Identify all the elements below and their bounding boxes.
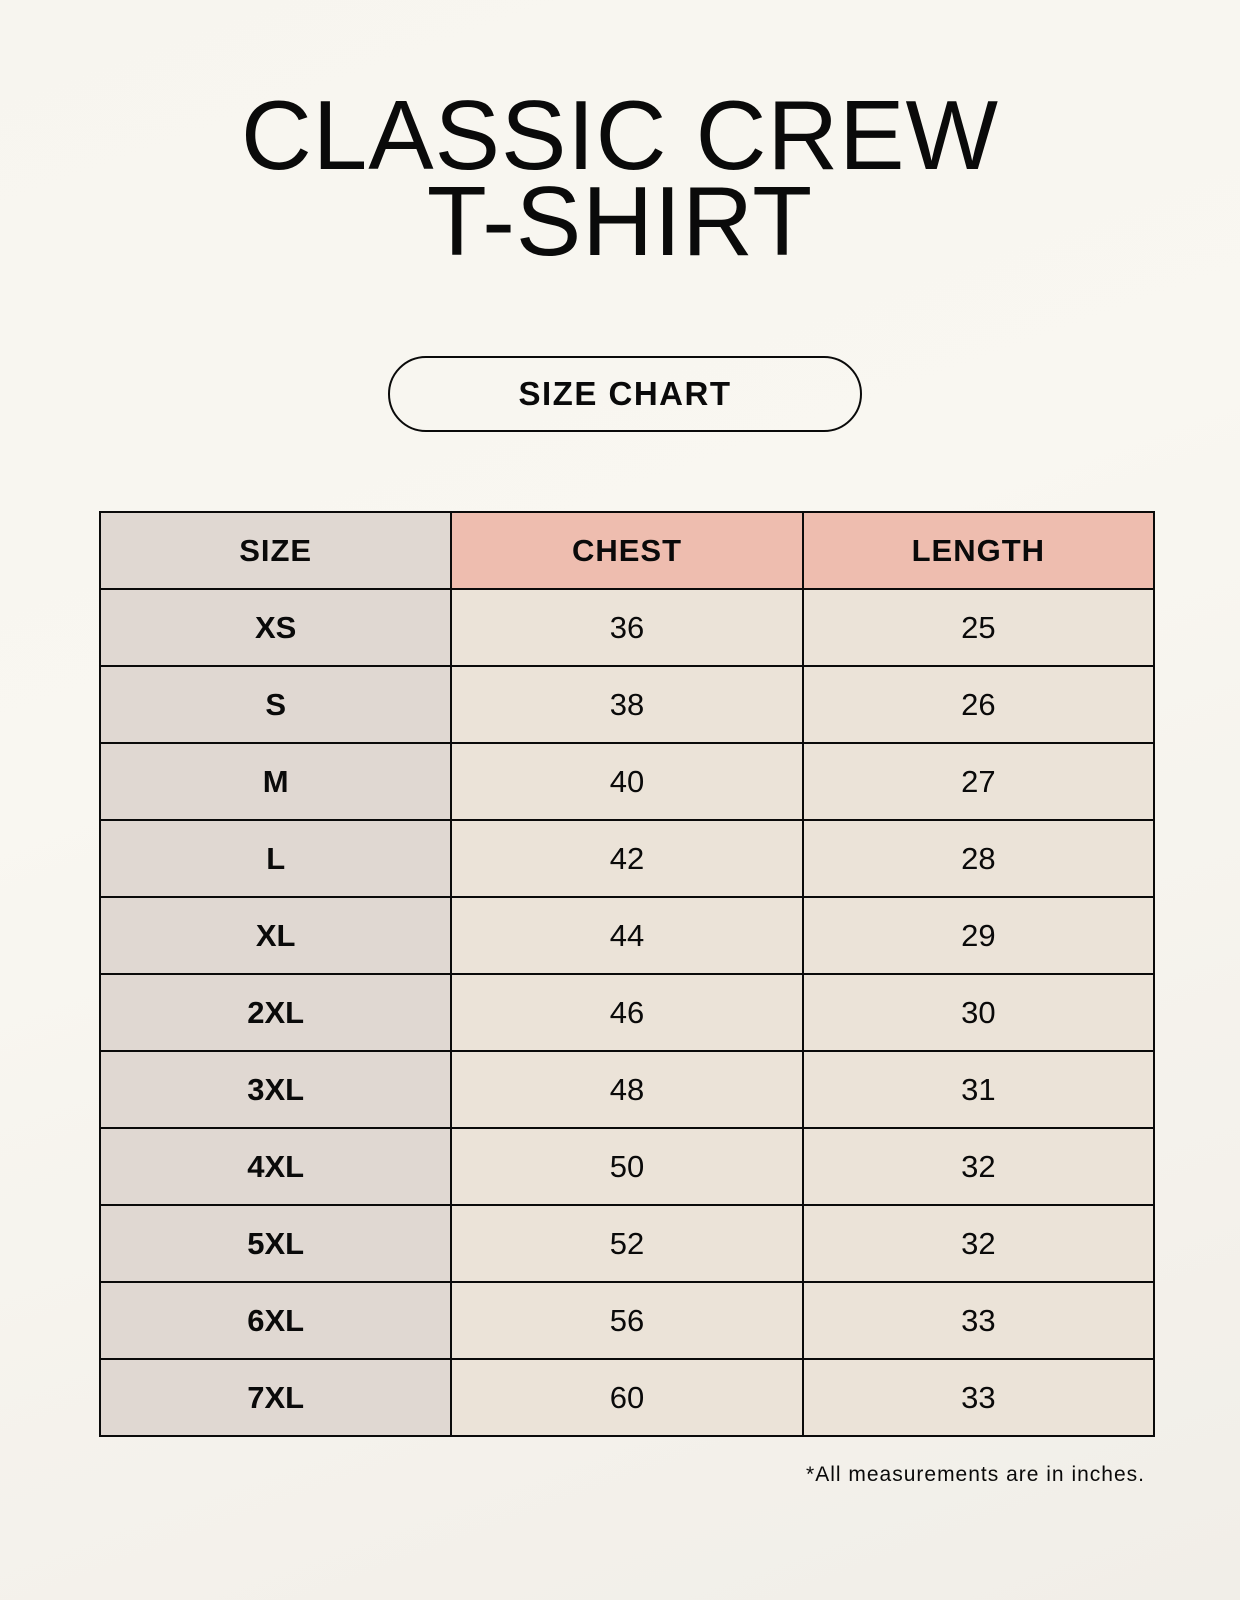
cell-length: 29 (801, 896, 1156, 975)
cell-length: 27 (801, 742, 1156, 821)
cell-size: 7XL (98, 1358, 453, 1437)
cell-chest: 48 (450, 1050, 804, 1129)
table-row: XS 36 25 (98, 588, 1156, 667)
header-chest: CHEST (450, 511, 804, 590)
header-size: SIZE (98, 511, 453, 590)
cell-length: 26 (801, 665, 1156, 744)
cell-size: M (98, 742, 453, 821)
cell-size: 3XL (98, 1050, 453, 1129)
table-row: 2XL 46 30 (98, 973, 1156, 1052)
cell-size: L (98, 819, 453, 898)
table-row: 7XL 60 33 (98, 1358, 1156, 1437)
cell-length: 25 (801, 588, 1156, 667)
cell-size: XL (98, 896, 453, 975)
cell-length: 32 (801, 1127, 1156, 1206)
cell-size: 2XL (98, 973, 453, 1052)
title-line-1: CLASSIC CREW (240, 80, 999, 190)
cell-chest: 42 (450, 819, 804, 898)
table-row: 4XL 50 32 (98, 1127, 1156, 1206)
page-title: CLASSIC CREW T-SHIRT (0, 80, 1240, 276)
cell-length: 30 (801, 973, 1156, 1052)
cell-chest: 60 (450, 1358, 804, 1437)
cell-chest: 52 (450, 1204, 804, 1283)
size-table: SIZE CHEST LENGTH XS 36 25 S 38 26 M 40 27 L 42 28 X… (98, 511, 1156, 1437)
table-row: L 42 28 (98, 819, 1156, 898)
cell-length: 33 (801, 1281, 1156, 1360)
size-chart-badge: SIZE CHART (388, 356, 862, 432)
table-row: 6XL 56 33 (98, 1281, 1156, 1360)
cell-length: 31 (801, 1050, 1156, 1129)
cell-chest: 38 (450, 665, 804, 744)
cell-chest: 50 (450, 1127, 804, 1206)
table-row: 3XL 48 31 (98, 1050, 1156, 1129)
header-length: LENGTH (801, 511, 1156, 590)
cell-size: 6XL (98, 1281, 453, 1360)
table-header-row: SIZE CHEST LENGTH (98, 511, 1156, 590)
cell-size: S (98, 665, 453, 744)
cell-length: 32 (801, 1204, 1156, 1283)
cell-chest: 36 (450, 588, 804, 667)
table-row: M 40 27 (98, 742, 1156, 821)
cell-size: 4XL (98, 1127, 453, 1206)
table-row: XL 44 29 (98, 896, 1156, 975)
cell-chest: 44 (450, 896, 804, 975)
cell-size: XS (98, 588, 453, 667)
cell-chest: 40 (450, 742, 804, 821)
cell-chest: 46 (450, 973, 804, 1052)
measurement-note: *All measurements are in inches. (806, 1463, 1145, 1486)
cell-length: 28 (801, 819, 1156, 898)
cell-size: 5XL (98, 1204, 453, 1283)
table-row: 5XL 52 32 (98, 1204, 1156, 1283)
title-line-2: T-SHIRT (426, 166, 814, 276)
cell-length: 33 (801, 1358, 1156, 1437)
table-row: S 38 26 (98, 665, 1156, 744)
cell-chest: 56 (450, 1281, 804, 1360)
